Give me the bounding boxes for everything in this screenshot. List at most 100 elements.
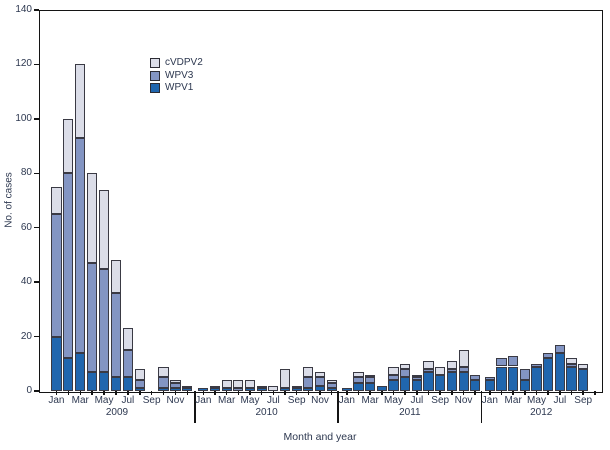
bar-segment-cvdpv2-2011-aug — [423, 361, 434, 370]
bar-segment-wpv1-2011-jul — [411, 380, 422, 391]
month-tick-label: Jan — [195, 395, 212, 406]
y-axis-tick-label: 40 — [20, 276, 32, 288]
month-tick-label: Mar — [504, 395, 522, 406]
bar-segment-cvdpv2-2009-mar — [75, 64, 86, 138]
month-tick — [162, 391, 165, 395]
bar-segment-wpv3-2011-oct — [446, 369, 457, 372]
bar-segment-cvdpv2-2011-mar — [365, 374, 376, 378]
bar-segment-wpv1-2011-apr — [376, 385, 387, 391]
month-tick — [330, 391, 333, 395]
bar-segment-wpv3-2012-jan — [484, 377, 495, 381]
bar-segment-wpv3-2012-jul — [554, 344, 565, 353]
month-tick — [79, 391, 81, 395]
bar-segment-cvdpv2-2009-nov — [170, 380, 181, 383]
month-tick-label: Jan — [338, 395, 355, 406]
bar-segment-wpv1-2010-aug — [279, 388, 291, 391]
month-tick — [260, 391, 263, 395]
month-tick — [214, 391, 216, 395]
bar-segment-wpv1-2010-jun — [256, 388, 267, 391]
bar-segment-wpv1-2011-aug — [423, 371, 434, 391]
y-axis-tick-label: 60 — [20, 221, 32, 233]
month-tick — [319, 391, 321, 395]
y-axis-tick-label: 100 — [15, 112, 32, 124]
month-tick — [272, 391, 275, 395]
month-tick-label: Nov — [454, 395, 473, 406]
bar-segment-cvdpv2-2011-jul — [411, 374, 422, 378]
bar-segment-wpv3-2009-aug — [134, 380, 145, 389]
month-tick — [451, 391, 453, 395]
month-tick-label: Sep — [142, 395, 161, 406]
month-tick — [570, 391, 573, 395]
bar-segment-wpv1-2012-apr — [519, 380, 530, 391]
bar-segment-cvdpv2-2011-nov — [458, 350, 469, 367]
month-tick — [249, 391, 251, 395]
legend-label-wpv1: WPV1 — [165, 82, 194, 94]
bar-segment-wpv1-2009-dec — [182, 388, 193, 391]
y-axis-tick — [34, 172, 39, 175]
bar-segment-cvdpv2-2010-aug — [279, 369, 291, 389]
month-tick-label: May — [527, 395, 546, 406]
month-tick-label: Jul — [266, 395, 280, 406]
legend-item-cvdpv2: cVDPV2 — [150, 57, 203, 70]
bar-segment-cvdpv2-2010-dec — [326, 380, 337, 383]
x-axis-title: Month and year — [283, 431, 357, 443]
y-axis-tick-label: 0 — [26, 385, 32, 396]
bar-segment-wpv1-2011-oct — [446, 371, 457, 391]
y-axis-tick-label: 120 — [15, 58, 32, 70]
y-axis-tick — [34, 118, 39, 120]
month-tick-label: Nov — [166, 395, 185, 406]
bar-segment-cvdpv2-2009-apr — [87, 173, 98, 264]
month-tick — [186, 391, 189, 395]
year-label-2009: 2009 — [105, 407, 129, 418]
bar-segment-wpv1-2011-feb — [353, 382, 364, 391]
bar-segment-cvdpv2-2012-aug — [566, 358, 577, 364]
bar-segment-wpv1-2011-sep — [435, 374, 446, 391]
legend-swatch-cvdpv2-icon — [150, 58, 160, 69]
bar-segment-wpv3-2009-may — [98, 268, 110, 372]
month-tick — [67, 391, 70, 395]
bar-segment-wpv1-2010-feb — [209, 388, 221, 391]
bar-segment-wpv3-2009-apr — [87, 263, 98, 372]
bar-segment-wpv1-2010-oct — [303, 388, 314, 391]
plot-frame — [39, 10, 603, 393]
year-divider — [194, 391, 196, 423]
bar-segment-cvdpv2-2010-jun — [256, 385, 267, 389]
month-tick — [512, 391, 514, 395]
bar-segment-wpv3-2009-mar — [75, 137, 86, 353]
bar-segment-wpv1-2012-sep — [578, 369, 589, 391]
month-tick-label: Jul — [553, 395, 567, 406]
month-tick — [357, 391, 360, 395]
bar-segment-wpv1-2009-feb — [63, 358, 74, 391]
month-tick — [524, 391, 526, 395]
y-axis-tick-label: 140 — [15, 4, 32, 15]
bar-segment-cvdpv2-2011-sep — [435, 366, 446, 375]
legend-item-wpv1: WPV1 — [150, 82, 203, 95]
bar-segment-wpv3-2011-nov — [458, 366, 469, 372]
bar-segment-wpv1-2009-may — [98, 371, 110, 391]
month-tick — [127, 391, 129, 395]
bar-segment-cvdpv2-2010-apr — [233, 380, 244, 389]
bar-segment-cvdpv2-2009-feb — [63, 118, 74, 174]
month-tick-label: Jul — [121, 395, 135, 406]
year-label-2012: 2012 — [530, 407, 553, 418]
legend-swatch-wpv1-icon — [150, 83, 160, 94]
month-tick — [392, 391, 395, 395]
bar-segment-wpv3-2009-feb — [63, 173, 74, 359]
bar-segment-wpv3-2009-jul — [122, 350, 133, 378]
y-axis-tick — [34, 9, 39, 11]
bar-segment-cvdpv2-2010-jul — [268, 385, 279, 391]
bar-segment-wpv3-2010-nov — [315, 377, 326, 386]
y-axis-tick — [34, 281, 39, 283]
month-tick — [115, 391, 117, 395]
bar-segment-wpv1-2012-mar — [508, 366, 519, 391]
bar-segment-wpv1-2011-jun — [400, 377, 411, 391]
bar-segment-cvdpv2-2010-oct — [303, 366, 314, 378]
month-tick-label: Jan — [481, 395, 498, 406]
bar-segment-wpv3-2012-aug — [566, 363, 577, 367]
month-tick — [150, 391, 153, 395]
month-tick — [295, 391, 298, 395]
y-axis-tick — [34, 226, 39, 229]
bar-segment-cvdpv2-2009-jan — [51, 186, 62, 215]
bar-segment-wpv3-2010-apr — [233, 388, 244, 391]
month-tick-label: Nov — [311, 395, 329, 406]
